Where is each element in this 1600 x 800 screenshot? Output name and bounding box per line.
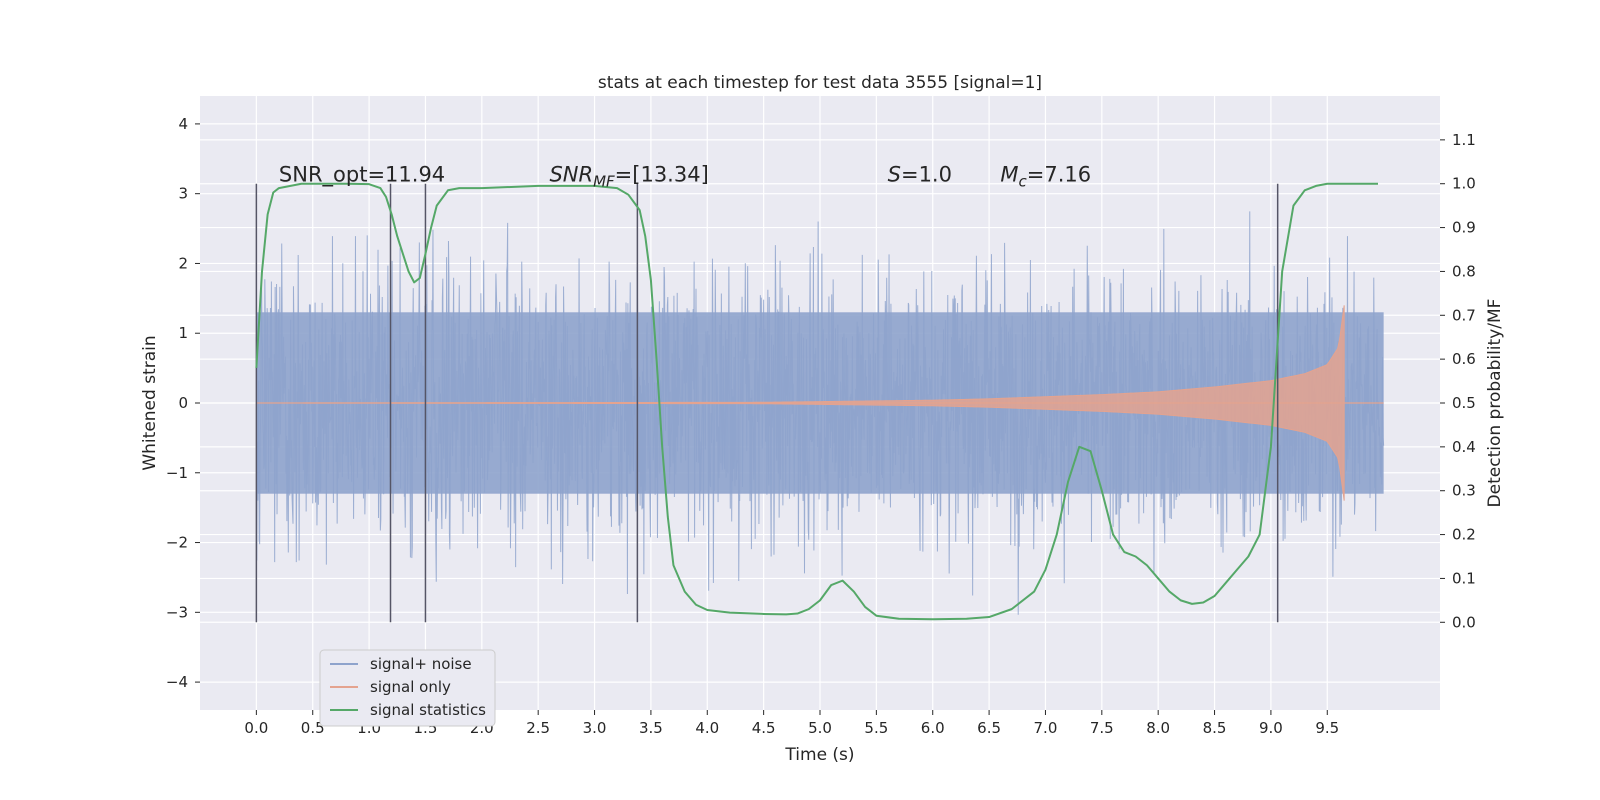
legend: signal+ noise signal only signal statist… <box>319 649 496 727</box>
y-tick-label: −2 <box>166 534 188 552</box>
y2-tick-label: 0.7 <box>1452 306 1476 324</box>
x-tick-label: 3.0 <box>583 719 607 737</box>
y-tick-label: −3 <box>166 603 188 621</box>
chart-title: stats at each timestep for test data 355… <box>598 73 1042 93</box>
y-tick-label: 0 <box>178 394 188 412</box>
y-tick-label: 4 <box>178 115 188 133</box>
y2-tick-label: 0.6 <box>1452 350 1476 368</box>
x-tick-label: 8.0 <box>1146 719 1170 737</box>
y-axis-label: Whitened strain <box>140 335 160 470</box>
x-tick-label: 9.5 <box>1315 719 1339 737</box>
x-tick-label: 0.5 <box>301 719 325 737</box>
signal-statistics-line <box>255 182 1378 621</box>
x-tick-label: 5.0 <box>808 719 832 737</box>
y-axis-ticks: −4 −3 −2 −1 0 1 2 3 4 <box>166 115 200 691</box>
y2-tick-label: 0.5 <box>1452 394 1476 412</box>
y2-tick-label: 1.1 <box>1452 131 1476 149</box>
signal-statistics-series <box>255 182 1378 621</box>
x-tick-label: 9.0 <box>1259 719 1283 737</box>
annotations: SNR_opt=11.94 SNRMF=[13.34] S=1.0 Mc=7.16 <box>279 163 1091 191</box>
x-tick-label: 8.5 <box>1203 719 1227 737</box>
annotation: S=1.0 <box>888 163 952 187</box>
y2-axis-ticks: 0.0 0.1 0.2 0.3 0.4 0.5 0.6 0.7 0.8 0.9 1.0 1.1 <box>1440 131 1476 631</box>
y-tick-label: −4 <box>166 673 188 691</box>
x-tick-label: 2.5 <box>526 719 550 737</box>
annotation: Mc=7.16 <box>1000 163 1091 191</box>
y2-axis-label: Detection probability/MF <box>1485 299 1505 508</box>
x-tick-label: 7.0 <box>1034 719 1058 737</box>
x-axis-ticks: 0.0 0.5 1.0 1.5 2.0 2.5 3.0 3.5 4.0 4.5 5.0 5.5 6.0 6… <box>244 710 1339 737</box>
x-tick-label: 5.5 <box>864 719 888 737</box>
x-tick-label: 3.5 <box>639 719 663 737</box>
x-tick-label: 4.5 <box>752 719 776 737</box>
x-tick-label: 6.5 <box>977 719 1001 737</box>
x-tick-label: 0.0 <box>244 719 268 737</box>
y-tick-label: 2 <box>178 254 188 272</box>
signal-only-series <box>256 305 1384 501</box>
y2-tick-label: 0.2 <box>1452 526 1476 544</box>
x-tick-label: 6.0 <box>921 719 945 737</box>
y2-tick-label: 0.4 <box>1452 438 1476 456</box>
y2-tick-label: 0.9 <box>1452 219 1476 237</box>
x-tick-label: 7.5 <box>1090 719 1114 737</box>
legend-label-noise: signal+ noise <box>370 655 472 673</box>
annotation: SNRMF=[13.34] <box>549 163 708 191</box>
y-tick-label: 3 <box>178 185 188 203</box>
y2-tick-label: 0.1 <box>1452 569 1476 587</box>
y2-tick-label: 0.0 <box>1452 613 1476 631</box>
y-tick-label: 1 <box>178 324 188 342</box>
y-tick-label: −1 <box>166 464 188 482</box>
y2-tick-label: 0.8 <box>1452 262 1476 280</box>
y2-tick-label: 1.0 <box>1452 175 1476 193</box>
legend-label-stats: signal statistics <box>370 701 486 719</box>
y2-tick-label: 0.3 <box>1452 482 1476 500</box>
x-axis-label: Time (s) <box>784 745 854 765</box>
x-tick-label: 4.0 <box>695 719 719 737</box>
legend-label-signal: signal only <box>370 678 451 696</box>
annotation: SNR_opt=11.94 <box>279 163 445 188</box>
legend-box <box>319 649 496 727</box>
